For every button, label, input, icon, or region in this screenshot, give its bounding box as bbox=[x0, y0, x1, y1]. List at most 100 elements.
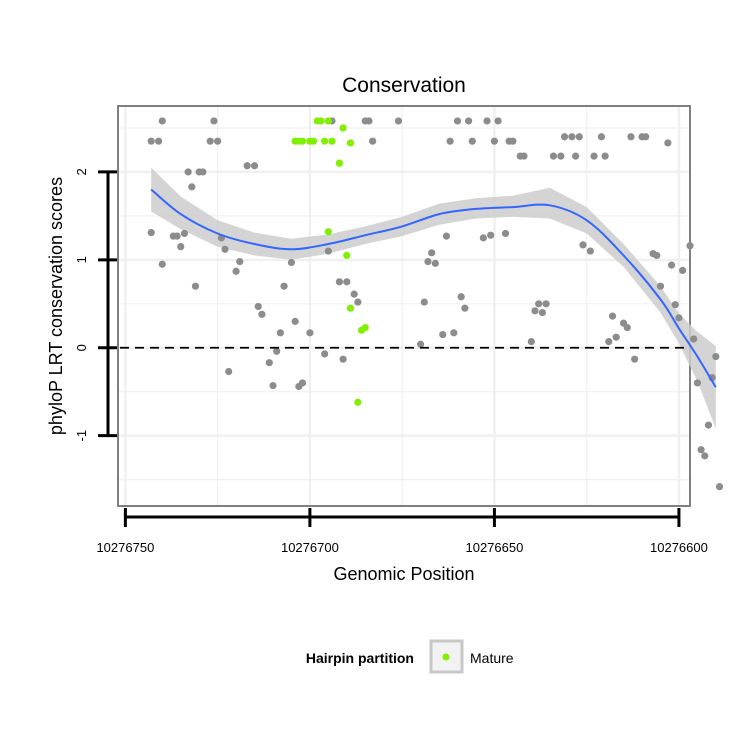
point-other bbox=[520, 152, 528, 160]
y-tick-label: 0 bbox=[74, 344, 89, 351]
point-other bbox=[686, 242, 694, 250]
chart-title: Conservation bbox=[342, 74, 466, 97]
point-mature bbox=[328, 137, 336, 145]
point-other bbox=[453, 117, 462, 125]
point-other bbox=[457, 293, 465, 301]
point-other bbox=[188, 183, 196, 191]
point-other bbox=[664, 139, 672, 147]
point-other bbox=[417, 340, 425, 348]
x-tick-label: 10276700 bbox=[281, 540, 339, 555]
point-other bbox=[147, 137, 155, 145]
point-other bbox=[442, 232, 451, 240]
y-tick-label: 2 bbox=[74, 168, 89, 175]
point-other bbox=[158, 117, 166, 125]
y-axis: -1 0 1 2 bbox=[74, 168, 117, 441]
point-other bbox=[631, 355, 639, 363]
point-other bbox=[169, 232, 177, 240]
point-other bbox=[483, 117, 491, 125]
legend-title: Hairpin partition bbox=[306, 650, 414, 666]
point-other bbox=[324, 247, 332, 255]
point-other bbox=[704, 421, 713, 429]
point-other bbox=[479, 234, 487, 242]
point-other bbox=[343, 278, 351, 286]
point-mature bbox=[361, 323, 369, 332]
point-other bbox=[214, 137, 222, 145]
point-other bbox=[428, 249, 436, 257]
point-other bbox=[509, 137, 517, 145]
point-other bbox=[221, 245, 229, 253]
point-other bbox=[177, 243, 185, 251]
point-other bbox=[653, 251, 661, 260]
x-tick-label: 10276600 bbox=[650, 540, 708, 555]
point-other bbox=[586, 247, 594, 255]
x-tick-label: 10276650 bbox=[465, 540, 523, 555]
point-mature bbox=[324, 117, 332, 125]
point-other bbox=[369, 137, 377, 145]
point-other bbox=[464, 117, 473, 125]
point-other bbox=[424, 258, 432, 266]
point-other bbox=[365, 117, 373, 125]
point-mature bbox=[346, 139, 355, 147]
confidence-band bbox=[151, 167, 716, 429]
point-other bbox=[487, 231, 495, 239]
x-tick-label: 10276750 bbox=[96, 540, 154, 555]
point-other bbox=[656, 282, 665, 290]
point-other bbox=[572, 152, 580, 160]
y-tick-label: -1 bbox=[74, 430, 89, 442]
point-other bbox=[531, 307, 539, 315]
point-other bbox=[671, 301, 679, 309]
point-other bbox=[394, 117, 403, 125]
point-other bbox=[690, 335, 698, 343]
point-mature bbox=[309, 137, 318, 145]
grid-lines bbox=[119, 107, 689, 505]
point-other bbox=[623, 323, 631, 332]
point-other bbox=[667, 261, 676, 269]
point-mature bbox=[343, 251, 351, 260]
point-other bbox=[490, 137, 499, 145]
point-other bbox=[291, 317, 299, 325]
point-other bbox=[269, 381, 277, 390]
point-other bbox=[693, 379, 701, 387]
y-axis-title: phyloP LRT conservation scores bbox=[46, 177, 66, 435]
point-other bbox=[601, 152, 609, 160]
point-other bbox=[575, 133, 583, 141]
point-other bbox=[321, 350, 329, 358]
confidence-band-layer bbox=[151, 167, 716, 429]
point-other bbox=[450, 329, 458, 337]
legend: Hairpin partition Mature bbox=[306, 639, 514, 674]
point-other bbox=[243, 162, 251, 170]
point-other bbox=[431, 259, 439, 267]
point-other bbox=[184, 168, 192, 176]
point-other bbox=[579, 241, 587, 249]
point-other bbox=[527, 338, 535, 346]
point-other bbox=[590, 152, 598, 160]
point-other bbox=[542, 300, 550, 308]
point-other bbox=[701, 452, 709, 460]
point-other bbox=[287, 258, 296, 267]
point-other bbox=[265, 359, 273, 367]
point-mature bbox=[346, 304, 355, 312]
data-points-layer bbox=[147, 117, 724, 491]
x-axis: 10276750 10276700 10276650 10276600 bbox=[96, 508, 708, 555]
point-other bbox=[560, 133, 569, 141]
point-other bbox=[180, 229, 189, 238]
plot-panel bbox=[117, 105, 691, 507]
legend-label-mature: Mature bbox=[470, 650, 514, 666]
point-other bbox=[446, 137, 454, 145]
point-mature bbox=[339, 124, 347, 132]
point-other bbox=[501, 229, 510, 238]
point-other bbox=[250, 162, 259, 170]
point-other bbox=[350, 290, 358, 298]
point-other bbox=[335, 278, 344, 286]
point-other bbox=[461, 304, 469, 312]
point-other bbox=[557, 152, 565, 160]
point-other bbox=[627, 133, 635, 141]
point-other bbox=[568, 133, 576, 141]
point-other bbox=[675, 314, 683, 322]
point-other bbox=[468, 137, 476, 145]
point-other bbox=[191, 282, 200, 290]
point-other bbox=[439, 330, 447, 339]
point-other bbox=[225, 367, 233, 376]
point-other bbox=[608, 312, 617, 320]
